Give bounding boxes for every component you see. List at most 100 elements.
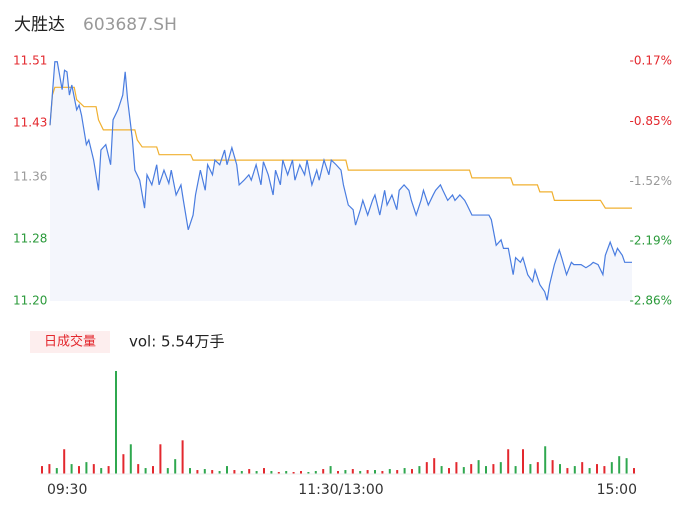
- y-tick-label: 11.36: [13, 170, 47, 184]
- volume-bar: [388, 469, 391, 474]
- volume-bar: [544, 446, 547, 474]
- volume-bar: [485, 466, 487, 474]
- volume-title: 日成交量: [44, 334, 96, 350]
- volume-bar: [625, 458, 628, 474]
- volume-bar: [226, 466, 228, 474]
- volume-bar: [344, 470, 347, 474]
- average-line: [49, 86, 632, 209]
- volume-bar: [403, 468, 406, 474]
- volume-bar: [359, 471, 362, 474]
- y2-tick-label: -2.19%: [630, 234, 672, 248]
- volume-label: vol: 5.54万手: [129, 333, 224, 351]
- volume-bar: [618, 456, 621, 474]
- volume-bar: [92, 464, 95, 474]
- volume-bar: [610, 462, 613, 474]
- volume-bar: [529, 464, 532, 474]
- volume-bar: [189, 468, 191, 474]
- volume-bar: [522, 449, 524, 474]
- volume-bar: [233, 470, 236, 474]
- volume-bar: [440, 466, 443, 474]
- y2-tick-label: -0.85%: [630, 114, 672, 128]
- volume-bar: [425, 462, 428, 474]
- volume-bar: [314, 471, 317, 474]
- x-tick-label: 11:30/13:00: [298, 482, 383, 498]
- x-tick-label: 09:30: [47, 482, 87, 498]
- volume-bar: [263, 468, 265, 474]
- volume-bar: [300, 471, 302, 474]
- volume-bar: [418, 466, 421, 474]
- volume-bar: [152, 466, 154, 474]
- volume-bar: [218, 471, 221, 474]
- volume-bar: [551, 460, 554, 474]
- volume-bar: [470, 464, 473, 474]
- y-tick-label: 11.43: [13, 115, 47, 129]
- volume-bar: [78, 466, 80, 474]
- volume-bar: [492, 464, 495, 474]
- volume-bar: [248, 469, 251, 474]
- volume-bar: [292, 472, 295, 474]
- volume-bar: [581, 462, 584, 474]
- volume-bar: [448, 468, 450, 474]
- volume-bar: [596, 464, 598, 474]
- volume-bar: [211, 470, 214, 474]
- volume-bar: [55, 468, 58, 474]
- y2-tick-label: -1.52%: [630, 174, 672, 188]
- volume-bar: [159, 444, 162, 474]
- y2-tick-label: -0.17%: [630, 54, 672, 68]
- volume-bar: [499, 462, 502, 474]
- volume-bar: [603, 466, 606, 474]
- x-tick-label: 15:00: [597, 482, 637, 498]
- volume-bar: [144, 468, 147, 474]
- volume-bar: [285, 471, 288, 474]
- volume-bar: [366, 470, 369, 474]
- y-tick-label: 11.20: [13, 294, 47, 308]
- y2-tick-label: -2.86%: [630, 294, 672, 308]
- volume-bar: [396, 470, 399, 474]
- volume-bar: [337, 471, 339, 474]
- volume-bar: [107, 466, 110, 474]
- volume-bar: [174, 459, 177, 474]
- volume-bar: [381, 471, 384, 474]
- volume-bar: [277, 472, 280, 474]
- volume-bar: [166, 468, 169, 474]
- volume-bar: [196, 470, 199, 474]
- volume-bar: [462, 467, 465, 474]
- volume-bar: [573, 466, 576, 474]
- y-tick-label: 11.28: [13, 232, 47, 246]
- volume-bar: [588, 468, 591, 474]
- volume-bar: [514, 466, 517, 474]
- volume-bar: [129, 444, 132, 474]
- y-tick-label: 11.51: [13, 54, 47, 68]
- volume-bar: [48, 464, 51, 474]
- volume-bar: [322, 469, 325, 474]
- volume-bar: [255, 471, 258, 474]
- volume-bar: [455, 462, 458, 474]
- stock-code: 603687.SH: [83, 15, 177, 35]
- volume-bar: [137, 464, 140, 474]
- volume-bar: [122, 454, 125, 474]
- volume-bar: [477, 460, 480, 474]
- volume-bar: [181, 440, 184, 474]
- volume-bar: [374, 470, 376, 474]
- volume-bar: [411, 469, 413, 474]
- price-area: [50, 61, 632, 301]
- stock-name: 大胜达: [14, 15, 65, 35]
- volume-bar: [633, 468, 635, 474]
- volume-bar: [536, 462, 539, 474]
- volume-bar: [240, 471, 243, 474]
- volume-bar: [100, 468, 103, 474]
- volume-bar: [507, 449, 510, 474]
- volume-bar: [566, 468, 569, 474]
- volume-bar: [270, 471, 273, 474]
- volume-bar: [70, 464, 73, 474]
- volume-bar: [63, 449, 66, 474]
- volume-bar: [433, 458, 436, 474]
- volume-bar: [351, 469, 354, 474]
- volume-bar: [115, 370, 117, 474]
- volume-bar: [307, 472, 310, 474]
- volume-tag-bg: [30, 331, 110, 353]
- volume-bar: [559, 464, 561, 474]
- price-line: [49, 61, 632, 301]
- volume-bar: [85, 462, 88, 474]
